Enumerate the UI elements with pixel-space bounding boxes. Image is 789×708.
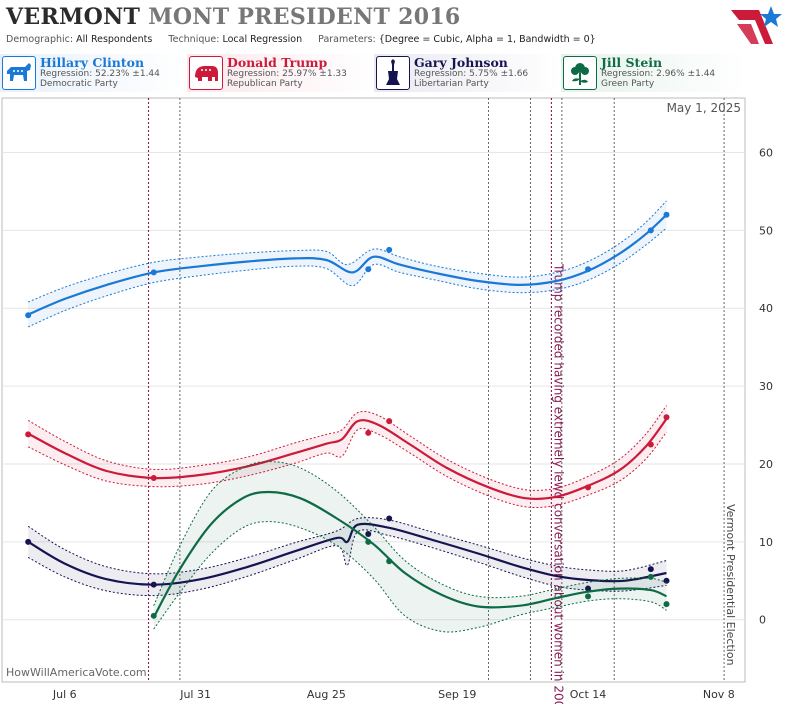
- confidence-band: [28, 517, 667, 596]
- poll-chart: 0 10 20 30 40 50 60 Jul 6 Jul 31 Aug 25 Sep 19 Oct …: [1, 97, 773, 708]
- legend-clinton: Hillary Clinton Regression: 52.23% ±1.44…: [0, 54, 186, 92]
- data-point: [25, 431, 32, 438]
- data-point: [365, 429, 372, 436]
- legend-name: Donald Trump: [227, 55, 328, 70]
- plot-frame: [1, 97, 746, 683]
- confidence-band: [28, 405, 667, 508]
- parameters-bar: Demographic: All Respondents Technique: …: [6, 34, 596, 45]
- data-point: [663, 601, 670, 608]
- legend-regression: Regression: 2.96% ±1.44: [601, 69, 716, 79]
- legend-regression: Regression: 5.75% ±1.66: [414, 69, 529, 79]
- title-race: MONT PRESIDENT 2016: [148, 4, 461, 30]
- data-point: [365, 266, 372, 273]
- y-tick-label: 60: [759, 147, 773, 160]
- x-tick-label: Oct 14: [570, 688, 607, 701]
- technique-value: Local Regression: [222, 34, 303, 45]
- legend-party: Republican Party: [227, 79, 303, 89]
- legend-trump: Donald Trump Regression: 25.97% ±1.33 Re…: [187, 54, 373, 92]
- x-tick-label: Aug 25: [307, 688, 346, 701]
- technique-label: Technique:: [168, 34, 220, 45]
- data-point: [585, 484, 592, 491]
- upper-bound-line: [27, 405, 667, 491]
- x-tick-label: Sep 19: [438, 688, 476, 701]
- data-point: [647, 441, 654, 448]
- star-logo-icon: [731, 6, 782, 44]
- y-tick-label: 40: [759, 302, 773, 315]
- data-point: [150, 612, 157, 619]
- x-tick-label: Nov 8: [703, 688, 735, 701]
- event-label: Vermont Presidential Election: [724, 504, 737, 666]
- y-tick-label: 10: [759, 536, 773, 549]
- data-point: [386, 558, 393, 565]
- donkey-icon: [2, 56, 36, 90]
- lower-bound-line: [153, 521, 667, 633]
- confidence-band: [153, 461, 667, 632]
- confidence-band: [28, 200, 667, 327]
- legend-name: Jill Stein: [601, 55, 663, 70]
- y-tick-label: 30: [759, 380, 773, 393]
- lower-bound-line: [27, 227, 667, 328]
- upper-bound-line: [28, 200, 667, 303]
- lower-bound-line: [27, 427, 667, 509]
- data-point: [150, 269, 157, 276]
- legend-regression: Regression: 52.23% ±1.44: [40, 69, 160, 79]
- data-point: [647, 227, 654, 234]
- chart-area: 0 10 20 30 40 50 60 Jul 6 Jul 31 Aug 25 Sep 19 Oct …: [0, 96, 789, 708]
- title-state: VERMONT: [6, 4, 141, 30]
- data-point: [365, 531, 372, 538]
- elephant-icon: [189, 56, 223, 90]
- upper-bound-line: [153, 461, 667, 606]
- data-point: [663, 211, 670, 218]
- parameters-value: {Degree = Cubic, Alpha = 1, Bandwidth = …: [378, 34, 596, 45]
- data-point: [365, 538, 372, 545]
- upper-bound-line: [27, 517, 667, 575]
- legend-party: Libertarian Party: [414, 79, 489, 89]
- data-point: [150, 581, 157, 588]
- data-point: [647, 566, 654, 573]
- event-label: Trump recorded having extremely lewd con…: [551, 263, 565, 704]
- data-point: [585, 593, 592, 600]
- x-tick-label: Jul 6: [52, 688, 77, 701]
- data-point: [386, 515, 393, 522]
- date-stamp: May 1, 2025: [667, 101, 741, 115]
- demographic-value: All Respondents: [76, 34, 153, 45]
- legend-regression: Regression: 25.97% ±1.33: [227, 69, 347, 79]
- watermark: HowWillAmericaVote.com: [6, 666, 147, 679]
- data-point: [585, 585, 592, 592]
- legend-name: Gary Johnson: [414, 55, 508, 70]
- series-line: [27, 522, 667, 586]
- legend-party: Green Party: [601, 79, 655, 89]
- candidate-legend: Hillary Clinton Regression: 52.23% ±1.44…: [0, 54, 789, 94]
- data-point: [25, 312, 32, 319]
- demographic-label: Demographic:: [6, 34, 74, 45]
- flower-icon: [563, 56, 597, 90]
- y-tick-label: 50: [759, 224, 773, 237]
- y-tick-label: 20: [759, 458, 773, 471]
- legend-johnson: Gary Johnson Regression: 5.75% ±1.66 Lib…: [374, 54, 560, 92]
- data-point: [663, 577, 670, 584]
- data-point: [150, 474, 157, 481]
- x-tick-label: Jul 31: [179, 688, 211, 701]
- data-point: [647, 573, 654, 580]
- series-line: [152, 490, 667, 618]
- data-point: [25, 538, 32, 545]
- data-point: [386, 246, 393, 253]
- y-tick-label: 0: [759, 614, 766, 627]
- legend-party: Democratic Party: [40, 79, 118, 89]
- data-point: [585, 266, 592, 273]
- legend-stein: Jill Stein Regression: 2.96% ±1.44 Green…: [561, 54, 747, 92]
- legend-name: Hillary Clinton: [40, 55, 145, 70]
- data-point: [386, 418, 393, 425]
- data-point: [663, 414, 670, 421]
- parameters-label: Parameters:: [318, 34, 376, 45]
- lower-bound-line: [27, 529, 667, 597]
- page-title: VERMONT MONT PRESIDENT 2016: [6, 4, 461, 30]
- liberty-torch-icon: [376, 56, 410, 90]
